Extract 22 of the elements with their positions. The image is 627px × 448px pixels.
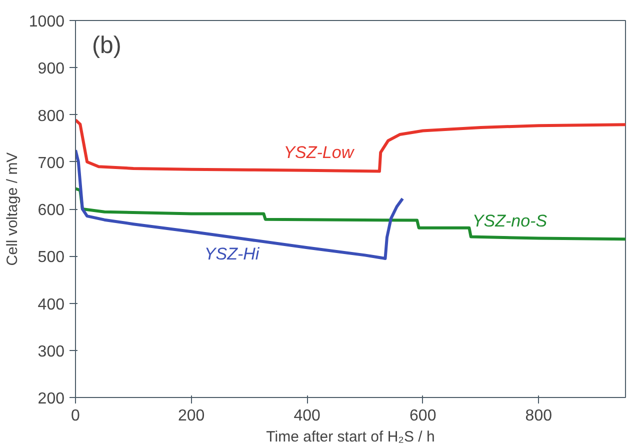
y-tick-label: 700 xyxy=(38,154,65,172)
y-tick-label: 900 xyxy=(38,60,65,78)
y-tick-label: 400 xyxy=(38,296,65,314)
x-tick-label: 800 xyxy=(525,408,552,424)
y-axis-title: Cell voltage / mV xyxy=(4,152,21,266)
y-tick-label: 800 xyxy=(38,108,65,125)
y-tick-label: 1000 xyxy=(28,14,65,30)
x-tick-label: 0 xyxy=(71,408,80,424)
y-tick-label: 600 xyxy=(38,202,65,219)
line-series xyxy=(76,118,626,173)
series-label: YSZ-no-S xyxy=(472,211,548,230)
y-tick-label: 200 xyxy=(38,390,65,408)
series-label: YSZ-Low xyxy=(284,142,356,162)
x-tick-label: 600 xyxy=(410,408,436,424)
y-tick-label: 300 xyxy=(38,343,65,360)
x-tick-label: 200 xyxy=(178,408,205,424)
line-series xyxy=(76,187,626,241)
annotation: (b) xyxy=(92,32,122,59)
x-axis-title: Time after start of H₂S / h xyxy=(266,428,435,446)
x-tick-label: 400 xyxy=(294,408,321,424)
y-tick-label: 500 xyxy=(38,249,65,266)
series-label: YSZ-Hi xyxy=(204,244,260,264)
